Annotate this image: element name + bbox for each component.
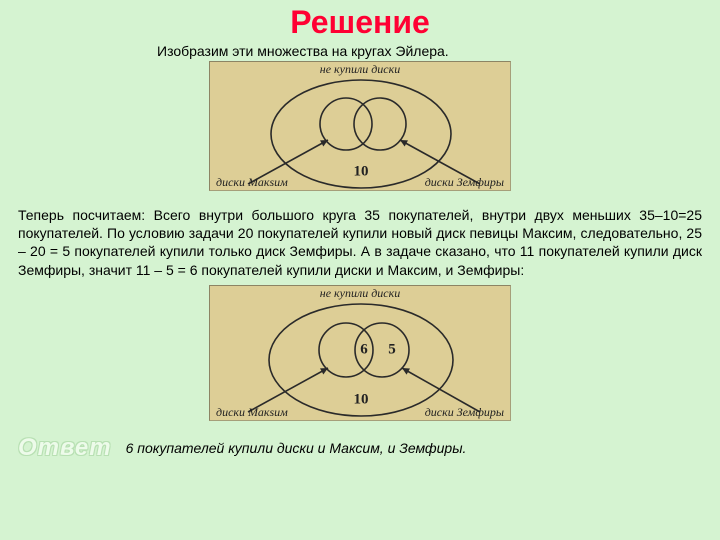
diagram2-label-right: диски Земфиры	[425, 405, 504, 420]
diagram1-label-left: диски Макsим	[216, 175, 288, 190]
diagram2-label-top: не купили диски	[320, 286, 400, 301]
answer-label: Ответ	[18, 434, 112, 462]
answer-row: Ответ 6 покупателей купили диски и Макси…	[18, 434, 702, 462]
diagram1-label-right: диски Земфиры	[425, 175, 504, 190]
svg-text:10: 10	[354, 163, 369, 179]
euler-diagram-2: 10 6 5 не купили диски диски Макsим диски …	[209, 285, 511, 421]
page-title: Решение	[0, 0, 720, 43]
svg-text:10: 10	[354, 391, 369, 407]
intro-text: Изобразим эти множества на кругах Эйлера…	[157, 43, 720, 61]
svg-text:5: 5	[388, 341, 396, 357]
diagram2-wrap: 10 6 5 не купили диски диски Макsим диски …	[0, 285, 720, 426]
explanation-text: Теперь посчитаем: Всего внутри большого …	[18, 206, 702, 279]
diagram1-wrap: 10 не купили диски диски Макsим диски Зе…	[0, 61, 720, 196]
diagram1-label-top: не купили диски	[320, 62, 400, 77]
answer-text: 6 покупателей купили диски и Максим, и З…	[126, 440, 467, 456]
diagram2-label-left: диски Макsим	[216, 405, 288, 420]
svg-text:6: 6	[360, 341, 368, 357]
euler-diagram-1: 10 не купили диски диски Макsим диски Зе…	[209, 61, 511, 191]
